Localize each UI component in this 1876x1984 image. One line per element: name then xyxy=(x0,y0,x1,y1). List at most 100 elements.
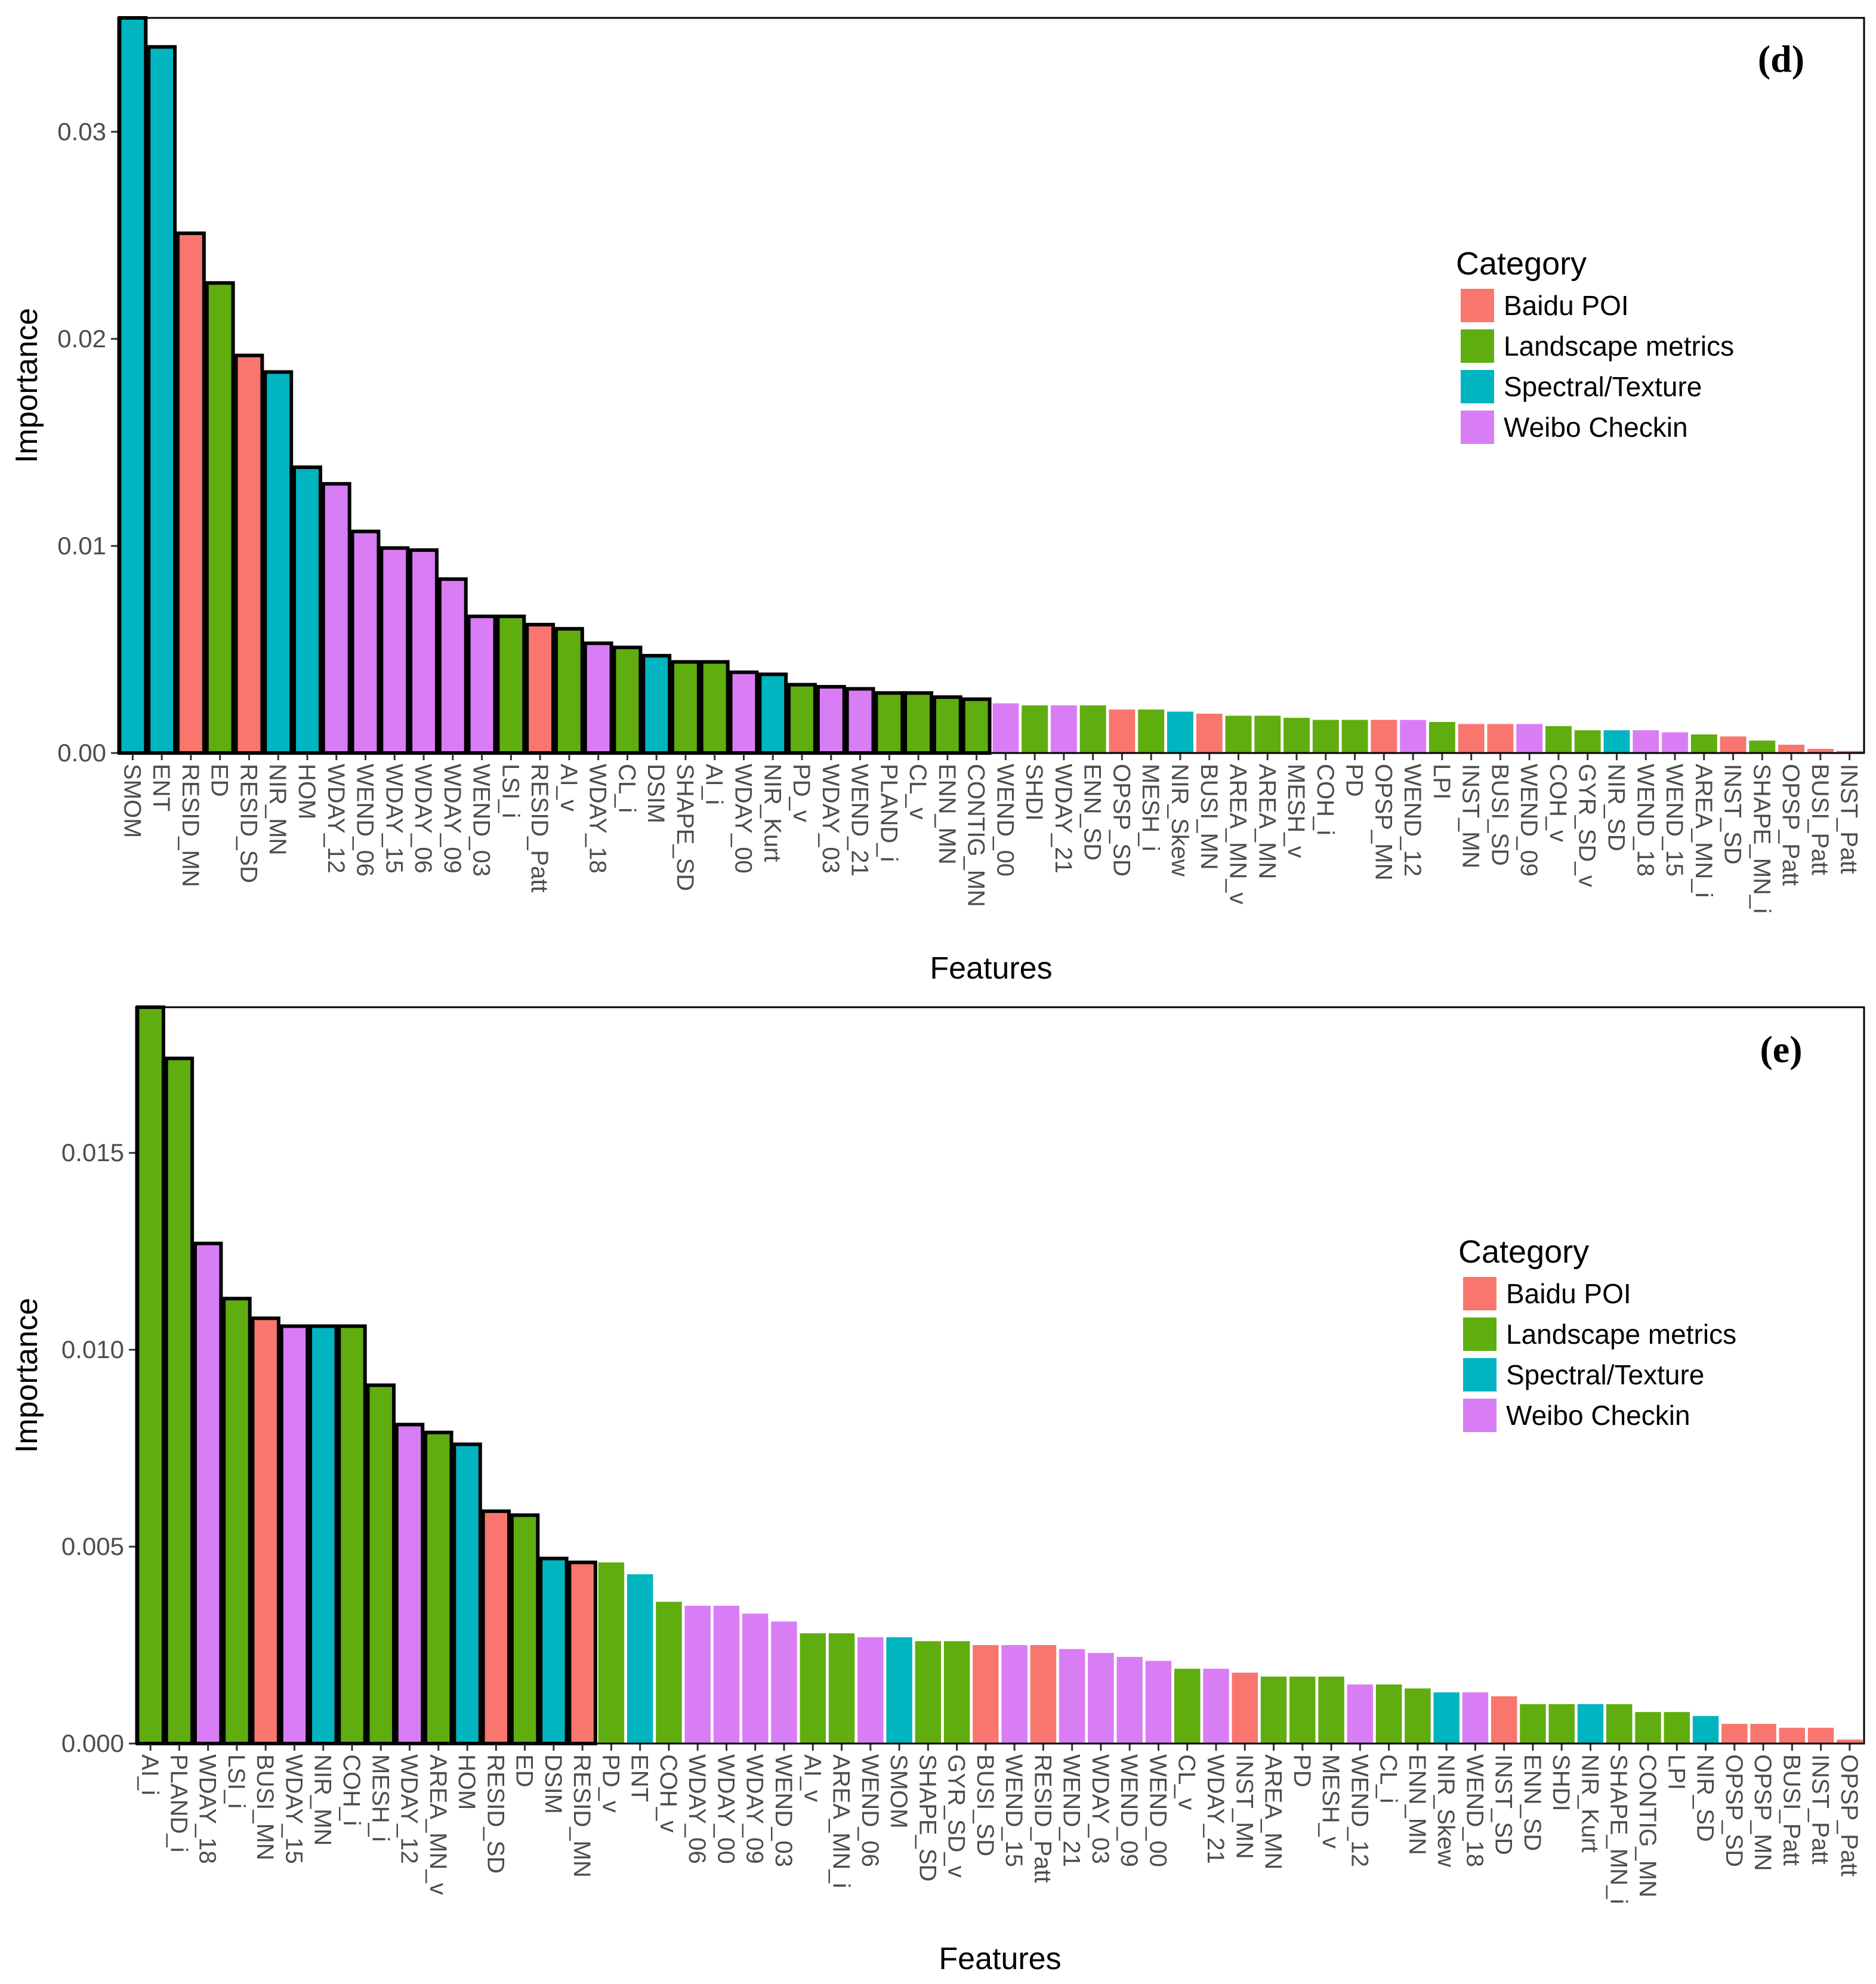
bar xyxy=(992,703,1019,753)
bar xyxy=(627,1574,653,1744)
x-tick-label: NIR_SD xyxy=(1603,764,1629,851)
y-axis-title: Importance xyxy=(10,308,44,463)
bar xyxy=(1458,724,1485,753)
legend-swatch xyxy=(1463,1399,1497,1432)
x-tick-label: PD xyxy=(1341,764,1368,797)
x-tick-label: ENT xyxy=(627,1754,653,1802)
bar xyxy=(1635,1712,1661,1744)
bar xyxy=(641,653,672,755)
x-tick-label: OPSP_MN xyxy=(1750,1754,1776,1871)
legend-swatch xyxy=(1463,1277,1497,1310)
legend-title: Category xyxy=(1458,1234,1589,1270)
legend-label: Weibo Checkin xyxy=(1504,412,1688,443)
x-tick-label: WEND_18 xyxy=(1461,1754,1488,1867)
bar xyxy=(1720,736,1747,753)
x-tick-label: WEND_03 xyxy=(468,764,495,877)
x-tick-label: MESH_i xyxy=(367,1754,393,1842)
bar xyxy=(1662,732,1688,753)
x-tick-label: LSI_i xyxy=(497,764,523,818)
bar xyxy=(771,1621,797,1744)
x-tick-label: SMOM xyxy=(885,1754,912,1828)
bar xyxy=(828,1633,855,1744)
x-tick-label: OPSP_Patt xyxy=(1778,764,1804,886)
bar xyxy=(1491,1696,1517,1744)
x-tick-label: PD_v xyxy=(597,1754,624,1813)
panel-e: 0.000 0.005 0.010 0.015 AI_i PLAND_i WDAY_18 LS… xyxy=(10,1005,1865,1976)
bar xyxy=(1079,705,1106,753)
x-tick-label: WDAY_15 xyxy=(381,764,407,874)
x-tick-label: COH_v xyxy=(655,1754,681,1832)
x-tick-label: WDAY_03 xyxy=(817,764,844,874)
bar xyxy=(567,1560,597,1746)
x-tick-label: CL_i xyxy=(613,764,640,813)
panel-label: (e) xyxy=(1760,1028,1802,1070)
x-tick-label: INST_Patt xyxy=(1836,764,1862,874)
y-tick-label: 0.02 xyxy=(57,325,106,353)
x-tick-label: SMOM xyxy=(119,764,145,838)
x-tick-label: OPSP_SD xyxy=(1721,1754,1747,1867)
x-tick-label: RESID_SD xyxy=(235,764,261,883)
bar xyxy=(251,1316,280,1745)
x-tick-label: AI_v xyxy=(556,764,582,812)
bar xyxy=(1347,1684,1374,1744)
x-tick-label: AI_i xyxy=(137,1754,163,1795)
legend-label: Spectral/Texture xyxy=(1506,1359,1704,1390)
legend-label: Landscape metrics xyxy=(1504,331,1734,362)
bar xyxy=(539,1556,569,1746)
bar xyxy=(932,695,962,755)
bar xyxy=(263,370,294,755)
bar xyxy=(118,16,148,755)
bar xyxy=(175,231,206,755)
bar xyxy=(845,687,875,755)
x-tick-label: MESH_v xyxy=(1317,1754,1344,1849)
x-tick-label: WDAY_15 xyxy=(280,1754,307,1864)
x-tick-label: BUSI_Patt xyxy=(1778,1754,1804,1866)
x-tick-label: HOM xyxy=(294,764,320,819)
x-tick-label: WEND_00 xyxy=(992,764,1018,877)
x-tick-label: WEND_15 xyxy=(1661,764,1687,877)
x-tick-label: CL_v xyxy=(1174,1754,1200,1810)
bar xyxy=(222,1297,252,1745)
bar xyxy=(1750,1724,1776,1744)
y-tick-label: 0.03 xyxy=(57,118,106,146)
bar xyxy=(1692,1715,1719,1744)
x-tick-label: WDAY_06 xyxy=(684,1754,710,1864)
bar xyxy=(758,672,788,755)
bar xyxy=(1001,1645,1028,1744)
bar xyxy=(1603,730,1630,753)
bar xyxy=(379,546,410,755)
x-tick-label: INST_MN xyxy=(1458,764,1484,869)
bar xyxy=(525,622,556,755)
x-tick-label: NIR_MN xyxy=(264,764,291,855)
x-tick-label: SHAPE_SD xyxy=(672,764,698,891)
bar xyxy=(1260,1676,1287,1744)
x-tick-label: ENT xyxy=(148,764,174,812)
bar xyxy=(886,1637,912,1744)
bar xyxy=(1116,1656,1143,1744)
x-axis-title: Features xyxy=(939,1942,1061,1976)
x-tick-label: GYR_SD_v xyxy=(1574,764,1600,887)
x-tick-label: ED xyxy=(206,764,233,797)
legend-swatch xyxy=(1463,1317,1497,1351)
bar xyxy=(973,1645,999,1744)
bar xyxy=(1030,1645,1057,1744)
bar xyxy=(337,1324,367,1746)
legend-label: Spectral/Texture xyxy=(1504,371,1702,402)
x-tick-label: CONTIG_MN xyxy=(1634,1754,1661,1897)
legend-label: Weibo Checkin xyxy=(1506,1400,1690,1431)
bar xyxy=(452,1442,482,1745)
x-tick-label: WDAY_03 xyxy=(1087,1754,1113,1864)
legend-label: Baidu POI xyxy=(1504,290,1629,321)
x-tick-label: COH_i xyxy=(338,1754,365,1826)
x-tick-label: OPSP_MN xyxy=(1370,764,1396,881)
x-tick-label: ENN_SD xyxy=(1519,1754,1545,1851)
bar xyxy=(598,1562,625,1744)
bar xyxy=(713,1606,740,1744)
x-tick-label: LSI_i xyxy=(223,1754,249,1809)
bar xyxy=(1400,720,1427,753)
bar xyxy=(684,1606,711,1744)
bar xyxy=(1428,721,1455,753)
bar xyxy=(1520,1704,1546,1744)
bar xyxy=(612,646,643,755)
x-tick-label: WDAY_21 xyxy=(1202,1754,1229,1864)
